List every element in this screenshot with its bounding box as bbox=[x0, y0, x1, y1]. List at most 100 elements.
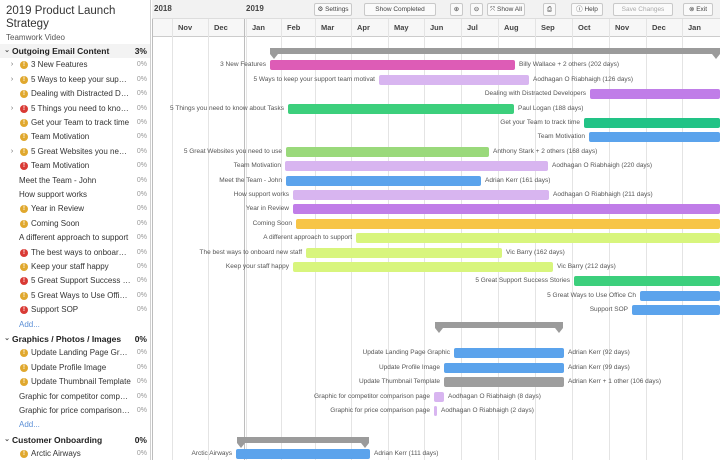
task-bar[interactable] bbox=[306, 247, 502, 258]
collapse-chevron-icon[interactable]: ⌄ bbox=[4, 47, 10, 54]
expand-chevron-icon[interactable]: › bbox=[10, 61, 14, 69]
task-list-panel: 2019 Product Launch Strategy Teamwork Vi… bbox=[0, 0, 151, 460]
task-bar[interactable] bbox=[285, 161, 548, 172]
task-row[interactable]: ! Update Profile Image 0% bbox=[0, 361, 150, 375]
task-bar[interactable] bbox=[286, 175, 481, 186]
task-bar[interactable] bbox=[590, 89, 720, 100]
add-task-link[interactable]: Add... bbox=[0, 418, 150, 432]
expand-chevron-icon[interactable]: › bbox=[10, 147, 14, 155]
expand-chevron-icon[interactable]: › bbox=[10, 104, 14, 112]
save-changes-button[interactable]: Save Changes bbox=[613, 3, 673, 16]
task-bar[interactable] bbox=[286, 146, 489, 157]
task-bar[interactable] bbox=[640, 290, 720, 301]
task-row[interactable]: Meet the Team - John 0% bbox=[0, 174, 150, 188]
task-name: Support SOP bbox=[31, 305, 79, 315]
task-percent: 0% bbox=[136, 234, 147, 242]
task-row[interactable]: ! Update Thumbnail Template 0% bbox=[0, 375, 150, 389]
settings-button[interactable]: ⚙ Settings bbox=[314, 3, 352, 16]
task-row[interactable]: ! Arctic Airways 0% bbox=[0, 447, 150, 460]
task-assignee-label: Vic Barry (162 days) bbox=[506, 248, 565, 256]
task-bar[interactable] bbox=[288, 103, 514, 114]
task-bar[interactable] bbox=[293, 262, 553, 272]
task-row[interactable]: A different approach to support 0% bbox=[0, 231, 150, 245]
task-name: Graphic for competitor comparison page bbox=[19, 391, 131, 401]
task-bar[interactable] bbox=[584, 118, 720, 128]
warning-icon: ! bbox=[20, 263, 28, 271]
task-row[interactable]: ! Team Motivation 0% bbox=[0, 159, 150, 173]
zoom-in-icon[interactable]: ⊕ bbox=[450, 3, 463, 16]
add-task-label[interactable]: Add... bbox=[19, 319, 40, 329]
task-row[interactable]: Graphic for price comparison page 0% bbox=[0, 404, 150, 418]
month-label: Jul bbox=[467, 23, 478, 32]
zoom-out-icon[interactable]: ⊖ bbox=[470, 3, 483, 16]
task-bar[interactable] bbox=[356, 233, 720, 244]
add-task-label[interactable]: Add... bbox=[19, 420, 40, 430]
task-bar[interactable] bbox=[589, 132, 720, 143]
task-bar-label: 5 Things you need to know about Tasks bbox=[170, 104, 284, 112]
task-row[interactable]: ! Coming Soon 0% bbox=[0, 217, 150, 231]
task-row[interactable]: ! Support SOP 0% bbox=[0, 303, 150, 317]
warning-icon: ! bbox=[20, 291, 28, 300]
task-row[interactable]: ! Year in Review 0% bbox=[0, 202, 150, 216]
task-bar[interactable] bbox=[632, 305, 720, 316]
task-bar[interactable] bbox=[454, 348, 564, 359]
task-row[interactable]: ! Get your Team to track time 0% bbox=[0, 116, 150, 130]
task-bar-label: 5 Great Websites you need to use bbox=[183, 147, 282, 155]
month-gridline bbox=[351, 19, 352, 460]
group-row[interactable]: ⌄ Customer Onboarding 0% bbox=[0, 433, 150, 447]
task-row[interactable]: ›! 3 New Features 0% bbox=[0, 58, 150, 72]
task-name: How support works bbox=[19, 190, 88, 199]
task-row[interactable]: ! Keep your staff happy 0% bbox=[0, 260, 150, 274]
task-bar-label: How support works bbox=[233, 191, 289, 198]
task-bar[interactable] bbox=[293, 190, 549, 200]
expand-chevron-icon[interactable]: › bbox=[10, 75, 14, 83]
task-row[interactable]: !The best ways to onboard new staff 0% bbox=[0, 246, 150, 260]
task-row[interactable]: !5 Great Support Success Stories 0% bbox=[0, 274, 150, 288]
task-bar[interactable] bbox=[296, 218, 720, 229]
show-all-button[interactable]: ⤧ Show All bbox=[487, 3, 525, 16]
task-percent: 0% bbox=[136, 191, 147, 198]
task-bar[interactable] bbox=[434, 391, 444, 402]
print-icon[interactable]: ⎙ bbox=[543, 3, 556, 16]
task-row[interactable]: Graphic for competitor comparison page 0% bbox=[0, 390, 150, 404]
task-bar-label: Update Landing Page Graphic bbox=[362, 349, 450, 357]
add-task-link[interactable]: Add... bbox=[0, 318, 150, 332]
task-row[interactable]: ›!5 Great Websites you need to use 0% bbox=[0, 145, 150, 159]
alert-icon: ! bbox=[20, 277, 28, 286]
warning-icon: ! bbox=[20, 133, 28, 142]
show-completed-button[interactable]: Show Completed bbox=[364, 3, 436, 16]
collapse-chevron-icon[interactable]: ⌄ bbox=[4, 435, 10, 443]
warning-icon: ! bbox=[20, 450, 28, 459]
month-label: Sep bbox=[541, 23, 555, 32]
task-percent: 0% bbox=[136, 392, 147, 400]
task-bar[interactable] bbox=[270, 60, 515, 71]
task-percent: 0% bbox=[136, 407, 147, 414]
task-row[interactable]: How support works 0% bbox=[0, 188, 150, 202]
task-assignee-label: Aodhagan O Riabhaigh (126 days) bbox=[533, 75, 634, 83]
collapse-chevron-icon[interactable]: ⌄ bbox=[4, 335, 10, 342]
task-assignee-label: 5 Great Ways to Use Office Ch bbox=[547, 291, 636, 299]
group-row[interactable]: ⌄ Graphics / Photos / Images 0% bbox=[0, 332, 150, 346]
task-bar[interactable] bbox=[293, 204, 720, 215]
task-percent: 0% bbox=[136, 363, 147, 371]
task-row[interactable]: !5 Great Ways to Use Office Chat 0% bbox=[0, 289, 150, 303]
task-assignee-label: Team Motivation bbox=[537, 133, 585, 141]
task-row[interactable]: ›!5 Ways to keep your support team motiv… bbox=[0, 73, 150, 87]
task-bar[interactable] bbox=[574, 276, 720, 287]
task-row[interactable]: ! Update Landing Page Graphic 0% bbox=[0, 346, 150, 360]
task-row[interactable]: ! Team Motivation 0% bbox=[0, 130, 150, 144]
exit-button[interactable]: ⊗ Exit bbox=[683, 3, 713, 16]
task-row[interactable]: ›!5 Things you need to know about Tasks 0… bbox=[0, 102, 150, 116]
task-percent: 0% bbox=[136, 291, 147, 299]
task-bar[interactable] bbox=[434, 406, 437, 416]
task-percent: 0% bbox=[136, 306, 147, 314]
group-row[interactable]: ⌄ Outgoing Email Content 3% bbox=[0, 44, 150, 59]
help-button[interactable]: ⓘ Help bbox=[571, 3, 603, 16]
task-bar[interactable] bbox=[236, 449, 370, 460]
task-row[interactable]: !Dealing with Distracted Developers 0% bbox=[0, 87, 150, 101]
month-gridline bbox=[281, 19, 282, 460]
task-bar[interactable] bbox=[444, 377, 564, 388]
task-bar[interactable] bbox=[379, 74, 529, 85]
task-bar[interactable] bbox=[444, 362, 564, 373]
